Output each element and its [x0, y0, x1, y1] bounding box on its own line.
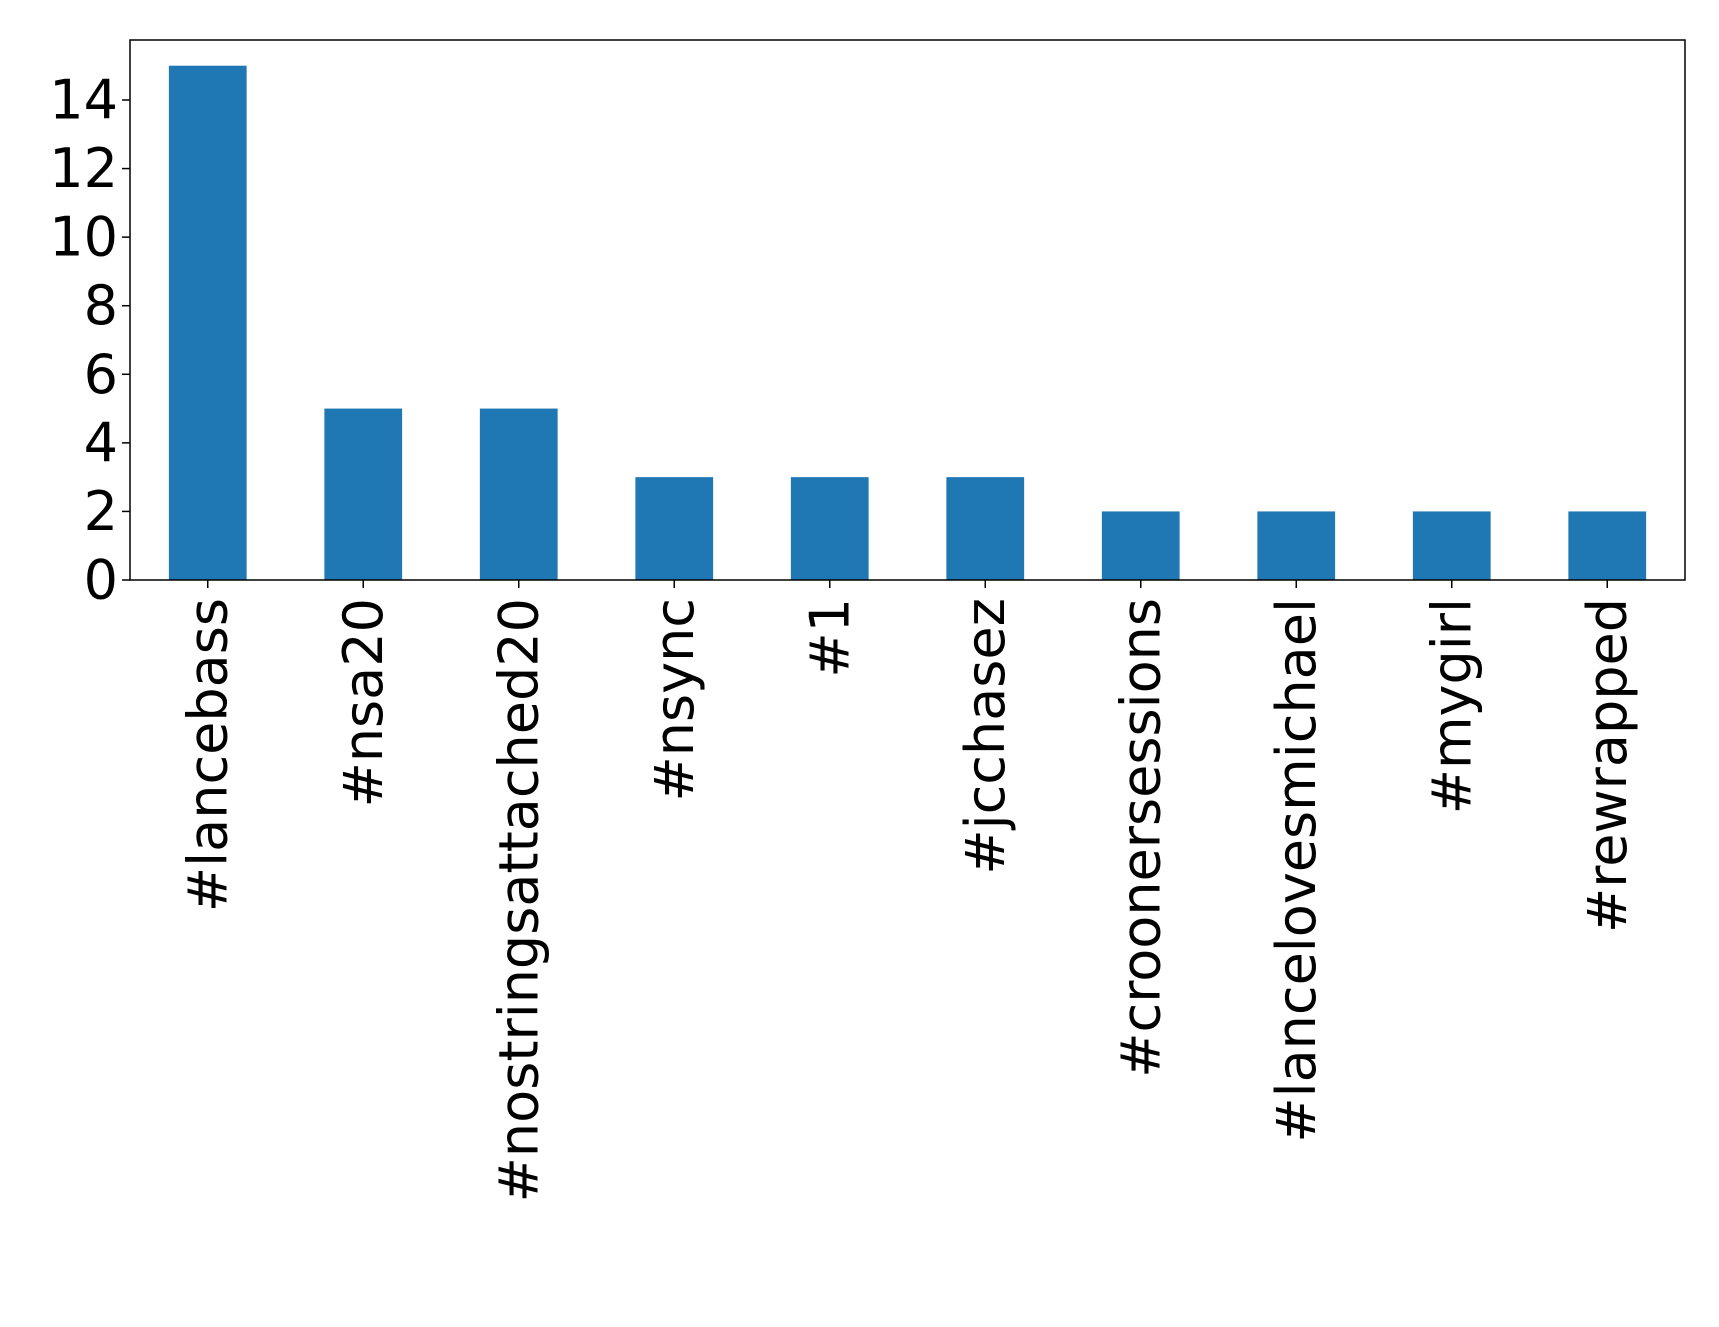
bar — [790, 477, 869, 580]
x-tick-label: #croonersessions — [1109, 598, 1172, 1078]
bar — [168, 65, 247, 580]
y-tick-label: 14 — [49, 69, 118, 132]
bar — [1412, 511, 1491, 580]
bar — [1101, 511, 1180, 580]
x-tick-label: #nostringsattached20 — [487, 598, 550, 1202]
y-tick-label: 6 — [84, 343, 118, 406]
x-tick-label: #mygirl — [1420, 598, 1483, 814]
y-tick-label: 12 — [49, 137, 118, 200]
bar-series — [168, 65, 1647, 580]
x-tick-label: #jcchasez — [954, 598, 1017, 875]
x-tick-label: #lancebass — [176, 598, 239, 912]
y-tick-label: 4 — [84, 411, 118, 474]
x-tick-label: #nsa20 — [332, 598, 395, 807]
x-axis: #lancebass #nsa20 #nostringsattached20 #nsy… — [176, 580, 1639, 1202]
bar — [635, 477, 714, 580]
y-tick-label: 10 — [49, 206, 118, 269]
x-tick-label: #1 — [798, 598, 861, 678]
bar — [1568, 511, 1647, 580]
y-tick-label: 8 — [84, 274, 118, 337]
bar — [1257, 511, 1336, 580]
y-tick-label: 2 — [84, 480, 118, 543]
x-tick-label: #nsync — [643, 598, 706, 801]
x-tick-label: #lancelovesmichael — [1265, 598, 1328, 1143]
bar — [479, 408, 558, 580]
y-tick-label: 0 — [84, 549, 118, 612]
x-tick-label: #rewrapped — [1576, 598, 1639, 933]
bar — [946, 477, 1025, 580]
bar — [324, 408, 403, 580]
plot-frame — [129, 39, 1686, 581]
